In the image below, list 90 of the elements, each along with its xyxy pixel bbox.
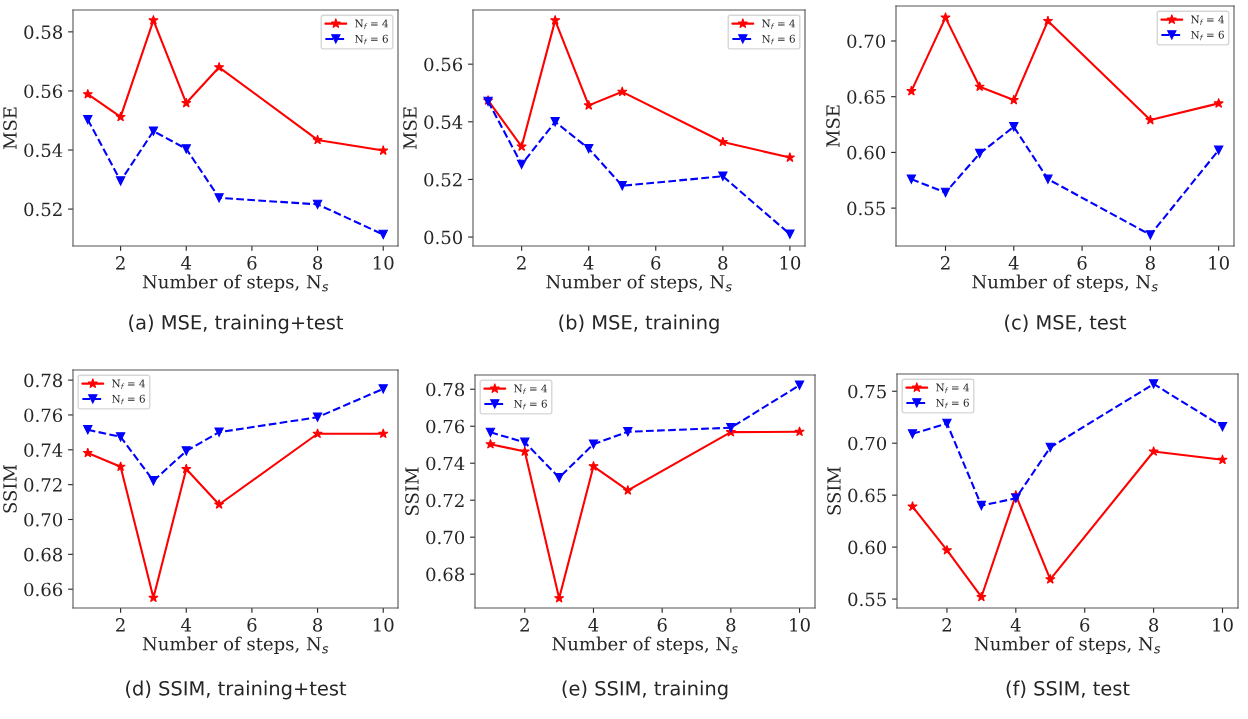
x-tick-label: 2 [116,256,125,270]
x-tick-label: 8 [1145,256,1155,270]
y-tick-label: 0.72 [426,493,464,508]
y-tick-label: 0.76 [426,419,465,434]
y-tick-label: 0.58 [24,25,63,39]
x-tick-label: 10 [373,256,394,270]
x-tick-label: 2 [517,256,526,270]
y-tick-label: 0.52 [24,202,62,217]
legend-label: N$_{f}$ = 6 [355,34,388,45]
text: (e) SSIM, training [562,680,728,700]
legend-label: N$_{f}$ = 4 [355,19,389,29]
y-tick-label: 0.72 [24,478,62,492]
x-axis-title: Number of steps, N$_{s}$ [552,636,738,655]
legend-label: N$_{f}$ = 4 [1191,15,1225,25]
y-tick-label: 0.68 [426,567,465,582]
x-axis-title: Number of steps, N$_{s}$ [546,274,732,293]
x-tick-label: 8 [1149,618,1159,632]
y-tick-label: 0.70 [847,34,886,49]
y-tick-label: 0.78 [24,373,63,388]
y-tick-label: 0.60 [848,540,887,555]
y-tick-label: 0.50 [424,230,463,245]
legend-label: N$_{f}$ = 6 [762,34,795,45]
x-tick-label: 4 [583,256,594,270]
y-tick-label: 0.65 [847,90,885,104]
text: (d) SSIM, training+test [126,680,347,700]
x-tick-label: 6 [1080,618,1090,632]
x-tick-label: 6 [651,256,661,270]
x-axis-title: Number of steps, N$_{s}$ [142,636,329,655]
legend-label: N$_{f}$ = 4 [936,383,970,393]
y-axis-title: SSIM [3,464,17,513]
y-tick-label: 0.74 [24,443,63,457]
legend-label: N$_{f}$ = 4 [514,384,548,394]
y-tick-label: 0.56 [24,84,63,99]
y-axis-title: SSIM [827,466,841,515]
y-tick-label: 0.52 [424,172,462,187]
text: (a) MSE, training+test [129,314,344,334]
y-tick-label: 0.55 [848,592,886,607]
x-tick-label: 6 [1077,256,1087,270]
x-tick-label: 10 [790,618,810,632]
x-tick-label: 4 [1010,618,1021,632]
x-tick-label: 2 [942,618,951,632]
x-tick-label: 8 [313,256,323,270]
y-axis-title: MSE [403,107,417,150]
y-tick-label: 0.70 [24,512,63,527]
x-tick-label: 10 [373,618,394,632]
y-tick-label: 0.68 [24,547,63,562]
y-tick-label: 0.78 [426,382,465,397]
y-axis-title: MSE [3,107,17,150]
text: (b) MSE, training [559,314,719,334]
y-tick-label: 0.76 [24,408,63,423]
x-tick-label: 2 [940,256,950,270]
x-tick-label: 4 [181,618,192,632]
x-tick-label: 6 [247,256,257,270]
y-tick-label: 0.70 [848,436,887,451]
y-tick-label: 0.54 [24,143,63,158]
y-tick-label: 0.54 [424,115,463,129]
y-tick-label: 0.65 [848,488,886,503]
x-tick-label: 2 [520,618,529,632]
legend-label: N$_{f}$ = 4 [112,379,146,389]
legend-label: N$_{f}$ = 6 [936,398,969,409]
x-tick-label: 8 [718,256,728,270]
text: (f) SSIM, test [1006,680,1130,698]
y-tick-label: 0.60 [847,145,886,160]
y-tick-label: 0.70 [426,530,465,545]
x-tick-label: 10 [1209,256,1229,270]
x-tick-label: 8 [313,618,323,632]
text: (c) MSE, test [1005,314,1127,332]
x-tick-label: 10 [1213,618,1233,632]
x-tick-label: 4 [181,256,192,270]
y-tick-label: 0.55 [847,201,885,216]
x-axis-title: Number of steps, N$_{s}$ [142,274,329,293]
legend-label: N$_{f}$ = 6 [514,399,547,410]
y-axis-title: MSE [826,105,840,148]
y-tick-label: 0.66 [24,582,63,597]
x-tick-label: 10 [780,256,801,270]
x-axis-title: Number of steps, N$_{s}$ [972,274,1158,293]
legend-label: N$_{f}$ = 6 [1191,30,1224,41]
y-axis-title: SSIM [405,467,419,515]
legend-label: N$_{f}$ = 6 [112,394,145,405]
x-tick-label: 4 [1008,256,1019,270]
legend-label: N$_{f}$ = 4 [762,19,796,29]
x-tick-label: 2 [116,618,125,632]
y-tick-label: 0.74 [426,456,465,471]
y-tick-label: 0.75 [848,384,886,399]
y-tick-label: 0.56 [424,57,463,72]
x-tick-label: 6 [657,618,667,632]
x-tick-label: 6 [247,618,257,632]
x-tick-label: 8 [726,618,736,632]
x-tick-label: 4 [588,618,599,632]
x-axis-title: Number of steps, N$_{s}$ [974,636,1161,655]
